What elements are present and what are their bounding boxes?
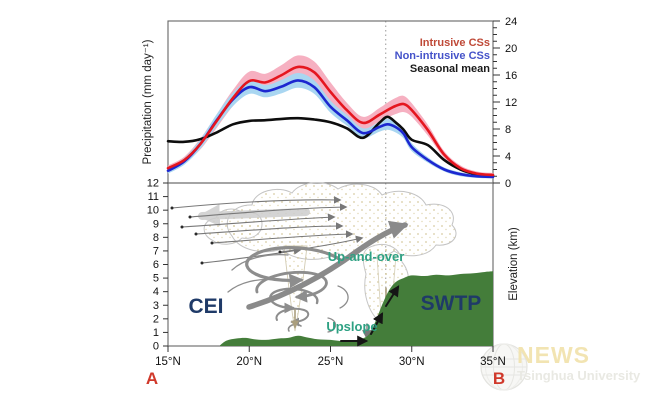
outflow-arrow xyxy=(197,204,310,227)
upslope-arrow xyxy=(385,285,400,307)
legend-non-intrusive-css: Non-intrusive CSs xyxy=(395,50,490,62)
streamline xyxy=(201,247,302,264)
precip-tick-label: 4 xyxy=(505,151,511,163)
streamline xyxy=(279,235,364,253)
elevation-tick-label: 12 xyxy=(147,178,159,190)
elevation-tick-label: 10 xyxy=(147,205,159,217)
up-and-over-arrow xyxy=(246,220,409,310)
upslope-arrow xyxy=(370,312,384,335)
terrain xyxy=(220,271,493,346)
latitude-tick-label: 15°N xyxy=(155,356,181,368)
circulation-schematic xyxy=(170,182,457,340)
elevation-tick-label: 11 xyxy=(148,191,159,203)
legend-intrusive-css: Intrusive CSs xyxy=(420,37,490,49)
streamlines xyxy=(171,196,364,264)
elevation-tick-label: 8 xyxy=(153,232,159,244)
elevation-tick-label: 1 xyxy=(153,327,159,339)
watermark-title: NEWS xyxy=(517,342,590,368)
globe-logo-icon xyxy=(480,343,528,391)
elevation-tick-label: 6 xyxy=(153,259,159,271)
watermark: NEWS Tsinghua University xyxy=(480,342,641,391)
precip-tick-label: 24 xyxy=(505,16,517,28)
precip-tick-label: 16 xyxy=(505,70,517,82)
precip-tick-label: 0 xyxy=(505,178,511,190)
elevation-tick-label: 2 xyxy=(153,313,159,325)
curve-intrusive-css xyxy=(166,65,495,177)
terrain-profile xyxy=(220,271,493,346)
flow-label-up-and-over: Up-and-over xyxy=(328,249,405,264)
streamline xyxy=(181,213,336,228)
corner-marker-a: A xyxy=(146,369,158,388)
streamline xyxy=(211,230,354,244)
elevation-tick-label: 9 xyxy=(153,218,159,230)
precip-tick-label: 8 xyxy=(505,124,511,136)
elevation-tick-label: 0 xyxy=(153,341,159,353)
curve-seasonal-mean xyxy=(166,115,495,177)
legend-seasonal-mean: Seasonal mean xyxy=(410,63,490,75)
elevation-tick-label: 7 xyxy=(153,245,159,257)
latitude-tick-label: 25°N xyxy=(318,356,344,368)
latitude-tick-label: 30°N xyxy=(399,356,425,368)
elevation-tick-label: 4 xyxy=(153,286,159,298)
latitude-tick-label: 20°N xyxy=(236,356,262,368)
elevation-tick-label: 5 xyxy=(153,273,159,285)
elevation-axis-label: Elevation (km) xyxy=(508,227,520,301)
precip-tick-label: 12 xyxy=(505,97,517,109)
precip-tick-label: 20 xyxy=(505,43,517,55)
region-label-cei: CEI xyxy=(188,295,223,318)
annotations: Precipitation (mm day⁻¹) Elevation (km) … xyxy=(142,39,520,388)
vortex-spiral xyxy=(227,246,349,333)
latitude-tick-label: 35°N xyxy=(480,356,506,368)
streamline xyxy=(195,222,344,235)
flow-label-upslope: Upslope xyxy=(326,319,377,334)
region-label-swtp: SWTP xyxy=(421,292,482,315)
watermark-subtitle: Tsinghua University xyxy=(517,368,641,383)
corner-marker-b: B xyxy=(493,369,505,388)
elevation-tick-label: 3 xyxy=(153,300,159,312)
precip-axis-label: Precipitation (mm day⁻¹) xyxy=(142,39,154,164)
streamline xyxy=(189,203,348,218)
streamline-dots xyxy=(170,206,282,265)
cloud-outline xyxy=(226,182,457,260)
upslope-arrows xyxy=(340,285,400,347)
streamline xyxy=(171,196,342,209)
